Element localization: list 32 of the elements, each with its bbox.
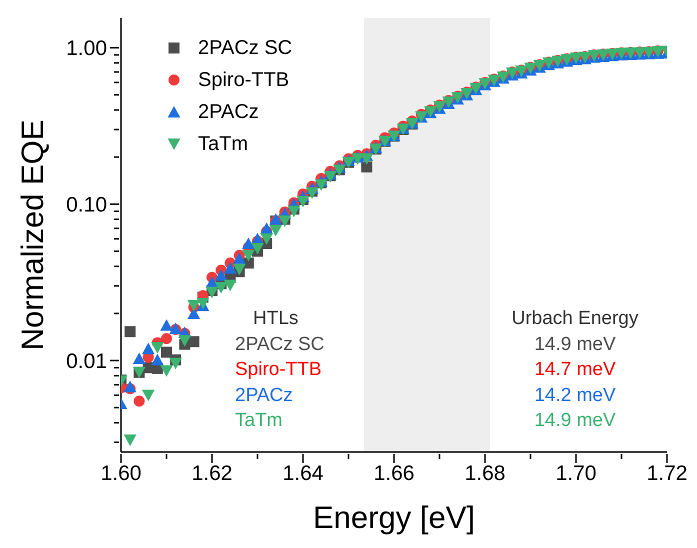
point [124, 326, 136, 338]
annotation: Urbach Energy [510, 307, 640, 331]
point [188, 336, 200, 348]
annotation: 14.2 meV [533, 384, 617, 408]
y-tick-label: 0.01 [66, 350, 107, 373]
x-axis-title: Energy [eV] [313, 500, 475, 535]
x-tick-label: 1.70 [556, 462, 596, 485]
x-tick-label: 1.66 [374, 462, 414, 485]
x-tick-label: 1.72 [646, 462, 688, 485]
x-tick-label: 1.68 [464, 462, 506, 485]
point [161, 346, 172, 358]
legend-label: 2PACz SC [198, 36, 292, 60]
annotation: 2PACz SC [235, 332, 326, 356]
annotation: 14.9 meV [533, 409, 617, 433]
x-tick-label: 1.62 [192, 462, 232, 485]
point [134, 396, 145, 407]
annotation: Spiro-TTB [235, 358, 323, 382]
legend-label: Spiro-TTB [198, 68, 290, 92]
annotation: 14.7 meV [533, 358, 617, 382]
annotation: HTLs [252, 307, 300, 331]
y-axis-title: Normalized EQE [15, 120, 50, 350]
point [361, 161, 372, 172]
x-tick-label: 1.64 [282, 462, 324, 485]
y-tick-label: 0.10 [66, 193, 107, 216]
point [161, 333, 172, 344]
x-tick-label: 1.60 [100, 462, 142, 485]
annotation: TaTm [235, 409, 284, 433]
annotation: 14.9 meV [533, 332, 617, 356]
legend-label: 2PACz [198, 100, 259, 124]
y-tick-label: 1.00 [66, 37, 107, 60]
legend-label: TaTm [198, 132, 248, 156]
annotation: 2PACz [235, 384, 294, 408]
